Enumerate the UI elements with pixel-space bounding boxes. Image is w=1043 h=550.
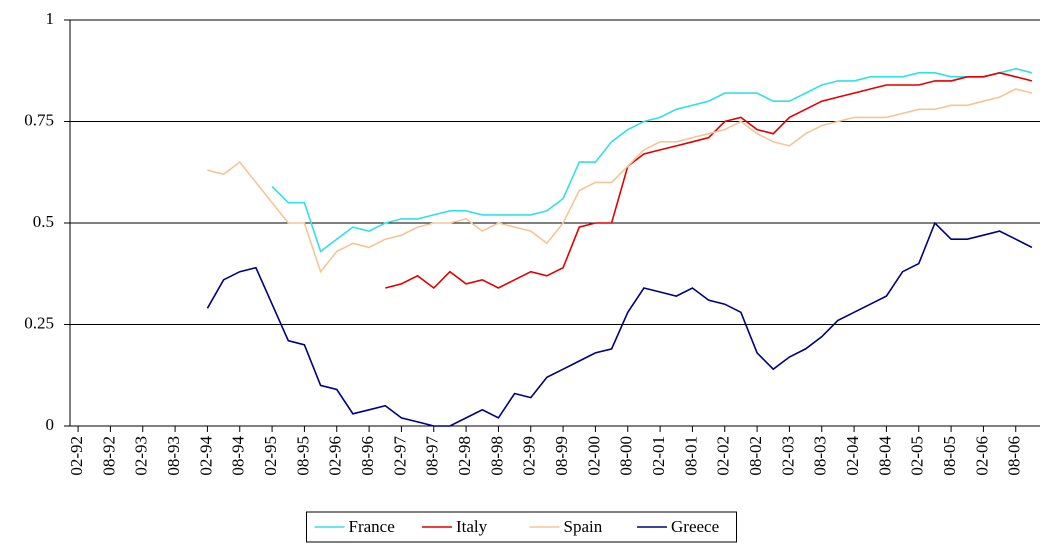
x-tick-label: 02-03	[778, 436, 797, 476]
y-tick-label: 0	[46, 415, 55, 434]
legend-label: France	[349, 517, 395, 536]
x-tick-label: 02-94	[196, 436, 215, 476]
x-tick-label: 02-06	[972, 436, 991, 476]
x-tick-label: 08-93	[164, 436, 183, 476]
y-tick-label: 1	[46, 9, 55, 28]
x-tick-label: 02-96	[326, 436, 345, 476]
x-tick-label: 08-94	[229, 436, 248, 476]
x-tick-label: 02-97	[390, 436, 409, 476]
x-tick-label: 02-95	[261, 436, 280, 476]
x-tick-label: 08-04	[875, 436, 894, 476]
y-tick-label: 0.5	[33, 212, 54, 231]
x-tick-label: 08-06	[1005, 436, 1024, 476]
x-tick-label: 08-96	[358, 436, 377, 476]
x-tick-label: 02-93	[132, 436, 151, 476]
series-line	[207, 88, 1033, 274]
legend-label: Spain	[564, 517, 603, 536]
x-tick-label: 08-00	[617, 436, 636, 476]
x-tick-label: 02-05	[908, 436, 927, 476]
y-tick-label: 0.25	[24, 313, 54, 332]
x-tick-label: 02-98	[455, 436, 474, 476]
series-line	[206, 221, 1033, 427]
y-tick-label: 0.75	[24, 110, 54, 129]
x-tick-label: 08-99	[552, 436, 571, 476]
x-tick-label: 08-95	[293, 436, 312, 476]
x-tick-label: 02-99	[520, 436, 539, 476]
x-tick-label: 08-02	[746, 436, 765, 476]
legend-label: Italy	[456, 517, 488, 536]
x-tick-label: 08-01	[681, 436, 700, 476]
x-tick-label: 02-00	[584, 436, 603, 476]
x-tick-label: 08-92	[99, 436, 118, 476]
legend-label: Greece	[671, 517, 719, 536]
x-tick-label: 08-03	[811, 436, 830, 476]
x-tick-label: 02-01	[649, 436, 668, 476]
x-tick-label: 02-92	[67, 436, 86, 476]
x-tick-label: 08-05	[940, 436, 959, 476]
x-tick-label: 08-98	[487, 436, 506, 476]
series-line	[385, 71, 1033, 290]
x-tick-label: 02-02	[714, 436, 733, 476]
x-tick-label: 08-97	[423, 436, 442, 476]
x-tick-label: 02-04	[843, 436, 862, 476]
series-line	[271, 67, 1033, 253]
